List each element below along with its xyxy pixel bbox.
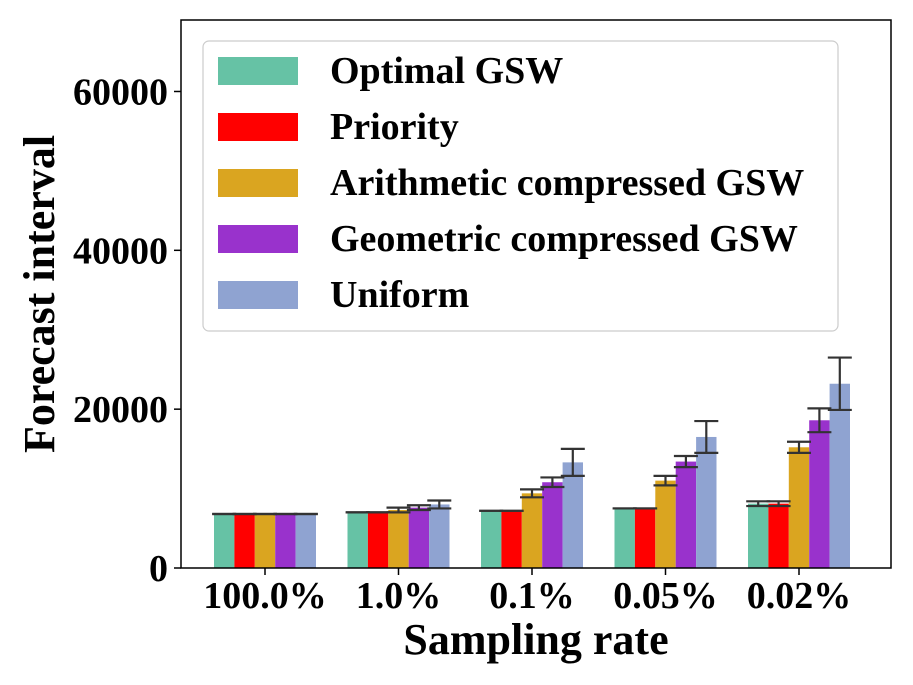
bar-arithmetic-compressed-gsw-0 xyxy=(254,513,276,568)
legend-swatch-arithmetic-compressed-gsw xyxy=(218,169,298,197)
bar-geometric-compressed-gsw-1 xyxy=(408,507,430,568)
x-axis-title: Sampling rate xyxy=(403,615,668,664)
bar-optimal-gsw-4 xyxy=(748,503,769,568)
bar-geometric-compressed-gsw-0 xyxy=(275,513,296,568)
x-tick-label: 0.02% xyxy=(747,575,852,617)
bar-arithmetic-compressed-gsw-3 xyxy=(655,480,676,568)
x-tick-label: 1.0% xyxy=(356,575,442,617)
bar-priority-4 xyxy=(768,503,789,568)
bar-uniform-1 xyxy=(429,504,450,568)
legend-label: Arithmetic compressed GSW xyxy=(330,162,804,204)
error-bar-geometric-compressed-gsw-3 xyxy=(673,454,698,469)
bar-uniform-0 xyxy=(295,513,316,568)
bar-priority-1 xyxy=(367,512,389,568)
x-axis: 100.0% 1.0% 0.1% 0.05% 0.02% xyxy=(203,568,851,617)
bar-optimal-gsw-3 xyxy=(614,508,635,568)
bar-arithmetic-compressed-gsw-2 xyxy=(521,493,543,568)
error-bar-geometric-compressed-gsw-2 xyxy=(540,476,565,489)
error-bar-geometric-compressed-gsw-4 xyxy=(807,407,832,434)
legend-swatch-optimal-gsw xyxy=(218,57,298,85)
y-tick-label: 0 xyxy=(149,548,168,590)
legend-swatch-geometric-compressed-gsw xyxy=(218,225,298,253)
bar-geometric-compressed-gsw-3 xyxy=(675,461,697,568)
legend-items: Optimal GSW Priority Arithmetic compressed… xyxy=(218,50,804,316)
legend-swatch-priority xyxy=(218,113,298,141)
bar-arithmetic-compressed-gsw-4 xyxy=(788,447,810,568)
error-bar-arithmetic-compressed-gsw-1 xyxy=(386,506,411,514)
error-bar-uniform-3 xyxy=(694,419,719,454)
x-tick-label: 0.1% xyxy=(489,575,575,617)
y-axis: 0 20000 40000 60000 xyxy=(73,71,181,590)
error-bar-optimal-gsw-4 xyxy=(746,500,771,508)
legend-label: Priority xyxy=(330,106,459,148)
bar-optimal-gsw-0 xyxy=(214,513,235,568)
bar-uniform-4 xyxy=(829,383,850,568)
legend-label: Optimal GSW xyxy=(330,50,563,92)
error-bar-priority-4 xyxy=(766,500,791,508)
bar-optimal-gsw-1 xyxy=(347,512,368,568)
error-bar-arithmetic-compressed-gsw-2 xyxy=(520,488,544,499)
bars-layer xyxy=(214,383,850,568)
x-tick-label: 100.0% xyxy=(203,575,327,617)
y-tick-label: 40000 xyxy=(73,230,168,272)
bar-arithmetic-compressed-gsw-1 xyxy=(388,510,409,568)
bar-optimal-gsw-2 xyxy=(481,510,502,568)
legend-swatch-uniform xyxy=(218,281,298,309)
bar-geometric-compressed-gsw-2 xyxy=(542,482,563,568)
legend-label: Uniform xyxy=(330,274,469,316)
legend-frame xyxy=(202,40,839,332)
legend-label: Geometric compressed GSW xyxy=(330,218,798,260)
bar-priority-3 xyxy=(634,508,656,568)
error-bar-uniform-1 xyxy=(427,499,452,510)
y-axis-title: Forecast interval xyxy=(15,135,64,453)
bar-priority-0 xyxy=(234,513,255,568)
bar-geometric-compressed-gsw-4 xyxy=(809,420,830,568)
legend: Optimal GSW Priority Arithmetic compressed… xyxy=(202,40,839,332)
bar-uniform-2 xyxy=(562,462,583,568)
plot-frame xyxy=(180,19,892,569)
bar-priority-2 xyxy=(501,510,522,568)
x-tick-label: 0.05% xyxy=(613,575,718,617)
error-bar-arithmetic-compressed-gsw-4 xyxy=(787,440,811,454)
error-bar-arithmetic-compressed-gsw-3 xyxy=(653,474,678,487)
bar-uniform-3 xyxy=(696,436,717,568)
error-bar-uniform-2 xyxy=(560,447,585,477)
error-bars-layer xyxy=(212,356,852,516)
y-tick-label: 60000 xyxy=(73,71,168,113)
y-tick-label: 20000 xyxy=(73,389,168,431)
error-bar-geometric-compressed-gsw-1 xyxy=(406,504,431,512)
error-bar-uniform-4 xyxy=(827,356,852,412)
